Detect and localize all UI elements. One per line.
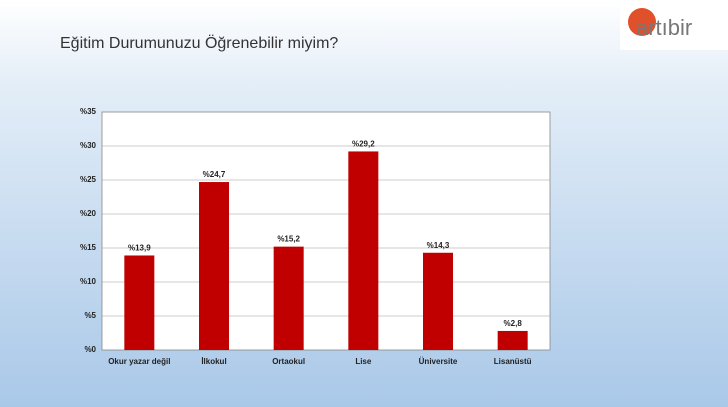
bar [273, 246, 304, 350]
y-tick-label: %5 [84, 311, 96, 320]
y-tick-label: %20 [80, 209, 97, 218]
bar [497, 330, 528, 350]
x-tick-label: İlkokul [201, 357, 226, 366]
x-tick-label: Lise [355, 357, 372, 366]
bar [124, 255, 155, 350]
y-tick-label: %30 [80, 141, 97, 150]
bar [423, 252, 453, 350]
bar [199, 182, 229, 350]
logo: artıbir [636, 15, 692, 40]
y-tick-label: %25 [80, 175, 97, 184]
data-label: %13,9 [128, 244, 151, 253]
x-tick-label: Lisanüstü [494, 357, 532, 366]
data-label: %29,2 [352, 140, 375, 149]
y-tick-label: %0 [84, 345, 96, 354]
y-tick-label: %15 [80, 243, 97, 252]
data-label: %14,3 [427, 241, 450, 250]
data-label: %2,8 [504, 319, 523, 328]
y-tick-label: %10 [80, 277, 97, 286]
x-tick-label: Okur yazar değil [108, 357, 170, 366]
bar [348, 151, 379, 350]
plot-area [101, 111, 551, 351]
x-tick-label: Ortaokul [272, 357, 305, 366]
data-label: %24,7 [203, 170, 226, 179]
logo-icon [628, 8, 656, 36]
y-tick-label: %35 [80, 107, 97, 116]
data-label: %15,2 [277, 235, 300, 244]
chart-title: Eğitim Durumunuzu Öğrenebilir miyim? [60, 34, 338, 52]
x-tick-label: Üniversite [419, 357, 458, 366]
